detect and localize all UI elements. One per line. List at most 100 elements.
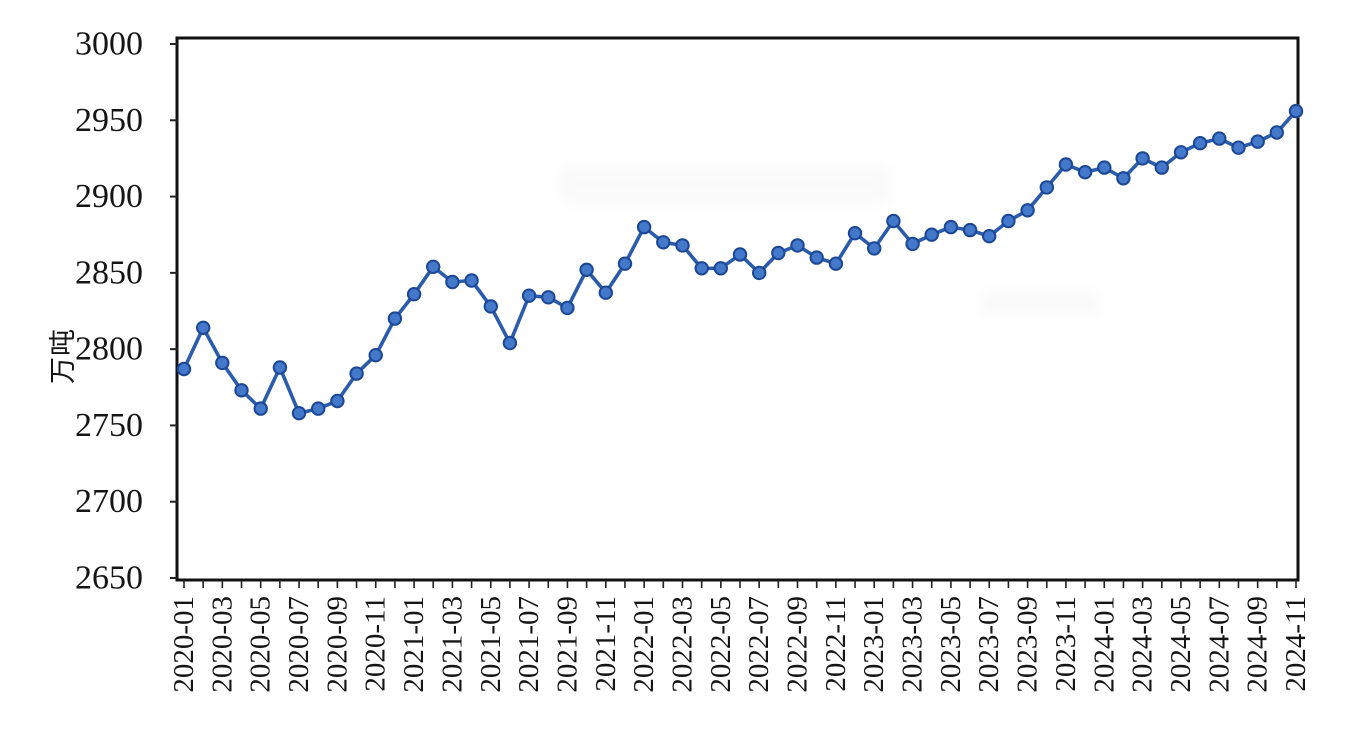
data-point [1116,171,1131,186]
y-axis-title: 万吨 [48,328,78,384]
x-tick-label: 2022-09 [782,596,814,693]
x-tick-label: 2024-11 [1280,596,1312,692]
plot-frame [175,36,1300,582]
data-point [636,219,652,235]
x-tick-label: 2023-07 [973,596,1005,693]
data-point [847,226,863,241]
data-point [483,299,498,314]
data-point [426,259,441,274]
data-point [176,361,192,377]
data-point [962,222,978,238]
data-point [1173,145,1189,160]
x-tick-label: 2021-01 [398,596,430,693]
data-point [579,262,594,277]
x-tick-label: 2021-09 [551,596,583,693]
data-point [1212,131,1227,146]
data-point [1192,136,1208,151]
data-point [291,406,307,421]
data-point [1231,140,1246,155]
data-point [656,235,671,250]
data-point [521,288,537,303]
data-point [905,236,920,252]
data-point [234,383,249,398]
data-point [215,355,230,371]
x-tick-label: 2024-07 [1203,596,1235,693]
x-tick-label: 2020-09 [321,596,353,693]
data-point [1001,213,1016,229]
data-point [675,238,690,253]
data-point [1058,157,1074,172]
y-tick-label: 2900 [75,178,143,215]
trend-line [182,109,1298,416]
x-tick-label: 2020-11 [360,596,392,692]
x-tick-label: 2022-03 [666,596,698,693]
data-point [790,238,805,253]
data-point [368,348,383,363]
y-tick-label: 2700 [75,483,143,520]
data-point [694,261,709,276]
data-point [1269,125,1285,140]
data-point [1154,160,1170,175]
data-point [713,261,728,276]
data-point [1097,160,1112,175]
y-tick-label: 2850 [75,254,143,291]
x-tick-label: 2020-07 [283,596,315,693]
x-tick-label: 2020-01 [168,596,200,693]
x-tick-label: 2021-05 [475,596,507,693]
x-tick-label: 2024-03 [1127,596,1159,693]
data-point [867,241,882,256]
x-tick-label: 2024-01 [1088,596,1120,693]
x-tick-label: 2022-07 [743,596,775,693]
x-tick-label: 2022-05 [705,596,737,693]
data-point [387,311,403,326]
data-point [752,265,767,281]
y-tick-label: 2950 [75,102,143,139]
data-point [732,247,748,262]
y-tick-label: 3000 [75,26,143,63]
x-tick-label: 2022-01 [628,596,660,693]
data-point [560,300,575,316]
x-tick-label: 2023-01 [858,596,890,693]
data-point [311,401,326,416]
data-point [771,245,786,261]
data-point [943,219,959,235]
x-tick-label: 2023-03 [897,596,929,693]
data-point [272,360,288,375]
x-tick-label: 2022-11 [820,596,852,692]
data-point [541,290,556,305]
data-point [809,250,824,265]
x-tick-label: 2021-11 [590,596,622,692]
data-point [1288,103,1304,119]
data-point [598,285,613,300]
data-point [886,213,901,229]
y-tick-label: 2650 [75,560,143,597]
data-point [1020,203,1035,218]
x-tick-label: 2023-11 [1050,596,1082,692]
data-point [406,287,422,302]
data-point [1135,151,1150,166]
data-point [196,320,211,335]
x-tick-label: 2023-09 [1012,596,1044,693]
data-point [253,401,268,416]
x-tick-label: 2023-05 [935,596,967,693]
x-tick-label: 2021-07 [513,596,545,693]
data-point [1250,134,1265,149]
x-tick-label: 2024-05 [1165,596,1197,693]
x-tick-label: 2020-05 [245,596,277,693]
data-point [502,335,518,351]
data-point [982,229,997,244]
data-point [330,393,345,409]
x-tick-label: 2020-03 [206,596,238,693]
data-point [349,366,364,381]
data-point [924,227,939,242]
y-tick-label: 2750 [75,407,143,444]
data-point [445,274,460,290]
y-tick-label: 2800 [75,331,143,368]
data-point [464,273,479,288]
data-point [617,256,633,271]
data-point [828,256,844,271]
data-point [1039,180,1055,195]
x-tick-label: 2021-03 [436,596,468,693]
